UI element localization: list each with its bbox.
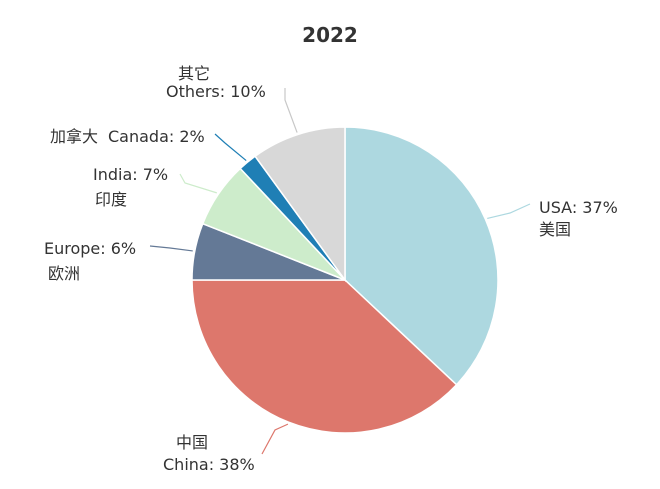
- leader-line-canada: [214, 133, 247, 162]
- label-china-zh: 中国: [176, 433, 208, 452]
- label-canada-en: Canada: 2%: [108, 127, 205, 146]
- pie-slice-china: [191, 279, 458, 434]
- leader-line-india: [179, 173, 217, 194]
- label-others-zh: 其它: [178, 64, 210, 83]
- leader-lines: [149, 88, 531, 455]
- label-others-en: Others: 10%: [166, 82, 266, 101]
- leader-line-usa: [487, 203, 531, 220]
- pie-slice-others: [254, 126, 346, 283]
- label-china-en: China: 38%: [163, 455, 255, 474]
- label-usa-zh: 美国: [539, 220, 571, 239]
- leader-line-china: [261, 423, 289, 455]
- leader-line-europe: [149, 245, 193, 252]
- leader-line-others: [284, 88, 298, 133]
- label-india-zh: 印度: [95, 190, 127, 209]
- pie-slice-usa: [344, 126, 499, 386]
- chart-title: 2022: [302, 23, 358, 47]
- label-canada-zh: 加拿大: [50, 127, 98, 146]
- label-india-en: India: 7%: [93, 165, 168, 184]
- label-europe-en: Europe: 6%: [44, 239, 136, 258]
- pie-slices: [191, 126, 499, 434]
- label-usa-en: USA: 37%: [539, 198, 618, 217]
- label-europe-zh: 欧洲: [48, 264, 80, 283]
